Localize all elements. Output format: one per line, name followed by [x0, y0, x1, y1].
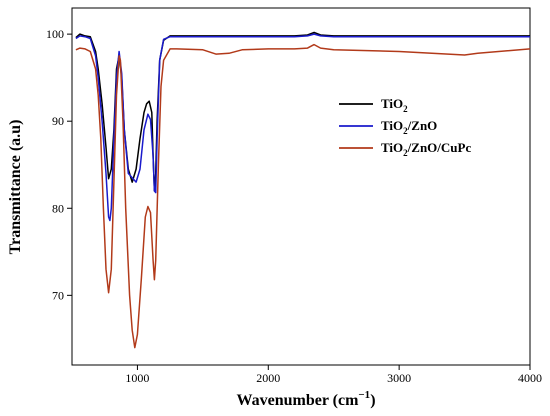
- legend-label-1: TiO2: [381, 96, 408, 114]
- x-tick-label: 4000: [518, 371, 542, 385]
- y-axis: 70 80 90 100: [46, 27, 72, 302]
- legend-label-3: TiO2/ZnO/CuPc: [381, 140, 471, 158]
- series-line-2: [75, 33, 530, 222]
- x-axis-label-main: Wavenumber (cm: [236, 392, 359, 409]
- x-tick-label: 1000: [125, 371, 149, 385]
- x-axis: 1000 2000 3000 4000: [125, 365, 542, 385]
- x-tick-label: 2000: [256, 371, 280, 385]
- x-axis-label: Wavenumber (cm−1): [236, 389, 375, 409]
- series-line-1: [75, 31, 530, 192]
- legend-label-2: TiO2/ZnO: [381, 118, 437, 136]
- series-layer: [75, 31, 531, 349]
- series-line-3: [75, 43, 531, 349]
- y-tick-label: 70: [52, 288, 64, 302]
- y-tick-label: 100: [46, 27, 64, 41]
- y-axis-label: Transmittance (a.u): [7, 120, 24, 255]
- x-tick-label: 3000: [387, 371, 411, 385]
- y-tick-label: 90: [52, 114, 64, 128]
- x-axis-label-suffix: ): [370, 392, 375, 409]
- y-tick-label: 80: [52, 201, 64, 215]
- plot-frame: [71, 7, 531, 366]
- legend: TiO2 TiO2/ZnO TiO2/ZnO/CuPc: [339, 96, 471, 158]
- x-axis-label-exponent: −1: [358, 389, 370, 401]
